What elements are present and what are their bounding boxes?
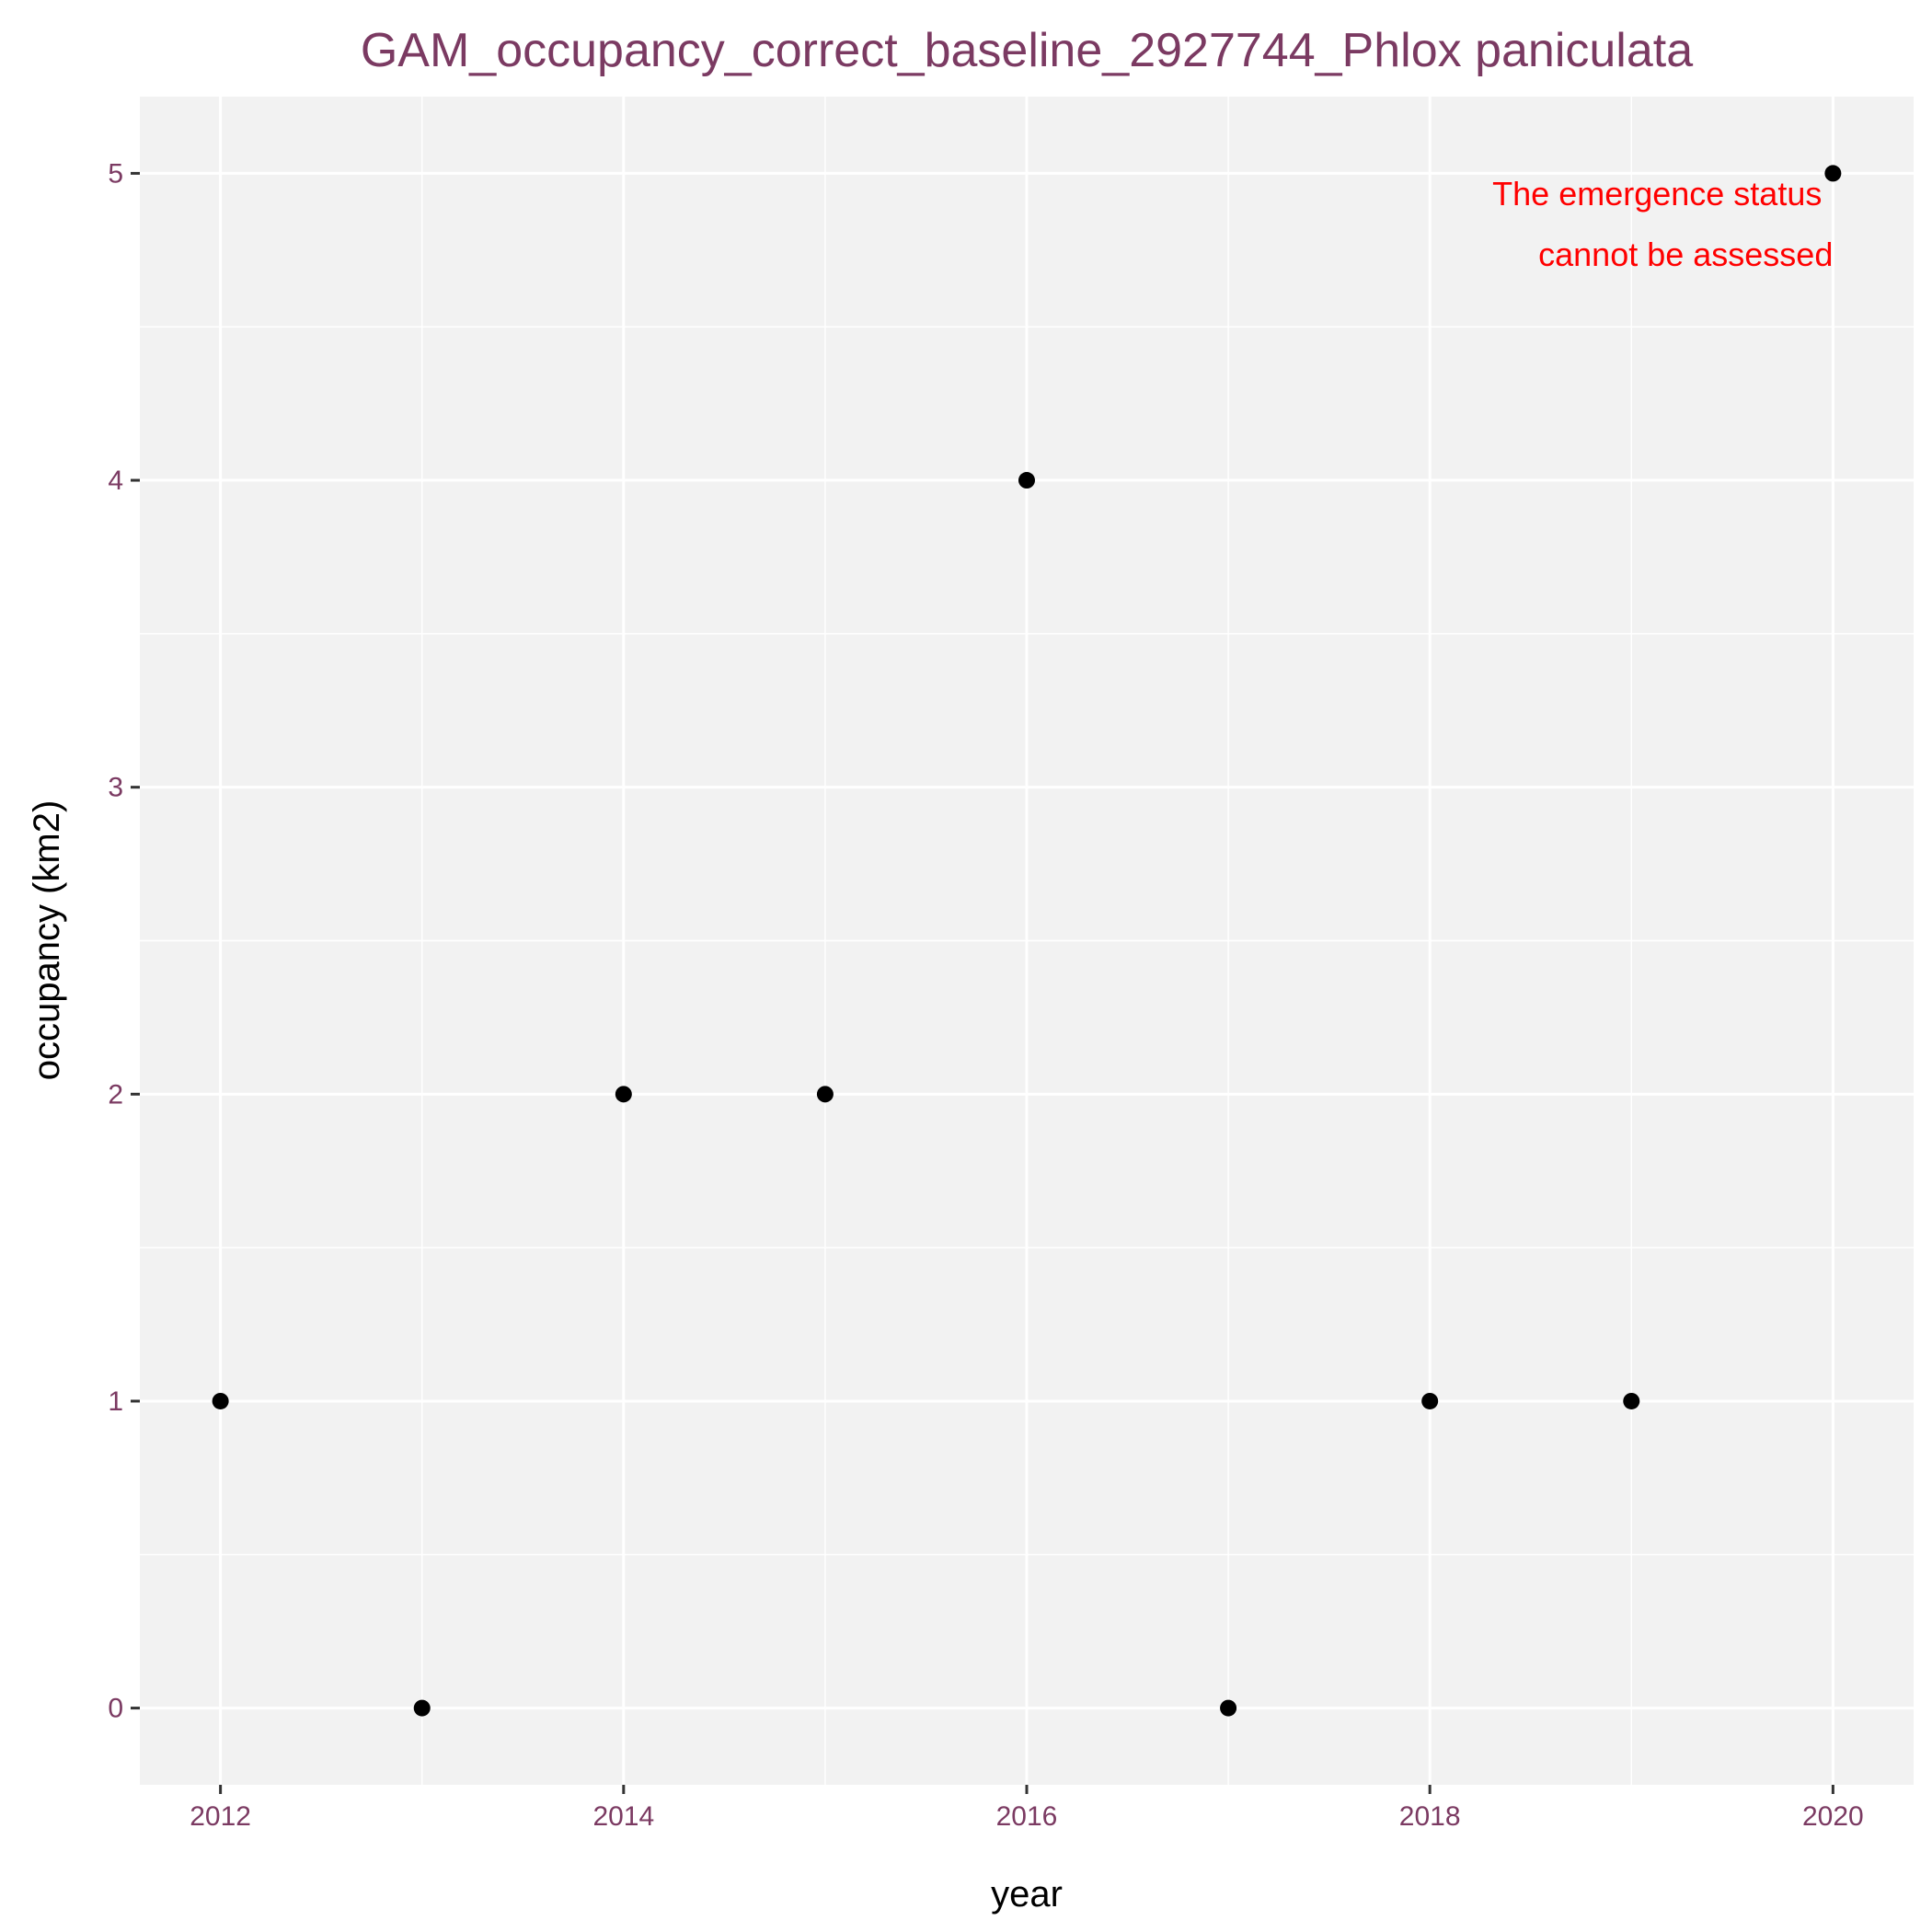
x-axis: 2012 2014 2016 2018 2020 xyxy=(190,1785,1864,1832)
annotation-line-2: cannot be assessed xyxy=(1538,236,1833,273)
data-point xyxy=(1018,472,1035,489)
y-tick-label: 4 xyxy=(108,466,123,496)
x-tick-label: 2012 xyxy=(190,1801,251,1832)
data-point xyxy=(1421,1392,1439,1409)
data-point xyxy=(1623,1392,1640,1409)
data-point xyxy=(212,1392,229,1409)
data-point xyxy=(413,1699,431,1717)
x-tick-label: 2014 xyxy=(592,1801,654,1832)
y-tick-label: 0 xyxy=(108,1694,123,1724)
data-point xyxy=(1824,165,1842,182)
data-point xyxy=(615,1086,632,1103)
chart-title: GAM_occupancy_correct_baseline_2927744_P… xyxy=(361,24,1693,77)
x-axis-title: year xyxy=(991,1874,1063,1915)
y-tick-label: 1 xyxy=(108,1386,123,1417)
y-tick-label: 5 xyxy=(108,158,123,189)
data-point xyxy=(1220,1699,1237,1717)
annotation-line-1: The emergence status xyxy=(1492,175,1822,213)
y-tick-label: 3 xyxy=(108,773,123,803)
y-axis: 0 1 2 3 4 5 xyxy=(108,158,140,1724)
x-tick-label: 2016 xyxy=(996,1801,1058,1832)
data-point xyxy=(816,1086,834,1103)
y-tick-label: 2 xyxy=(108,1079,123,1110)
x-tick-label: 2020 xyxy=(1802,1801,1864,1832)
y-axis-title: occupancy (km2) xyxy=(27,800,67,1081)
x-tick-label: 2018 xyxy=(1399,1801,1461,1832)
data-points xyxy=(212,165,1842,1717)
